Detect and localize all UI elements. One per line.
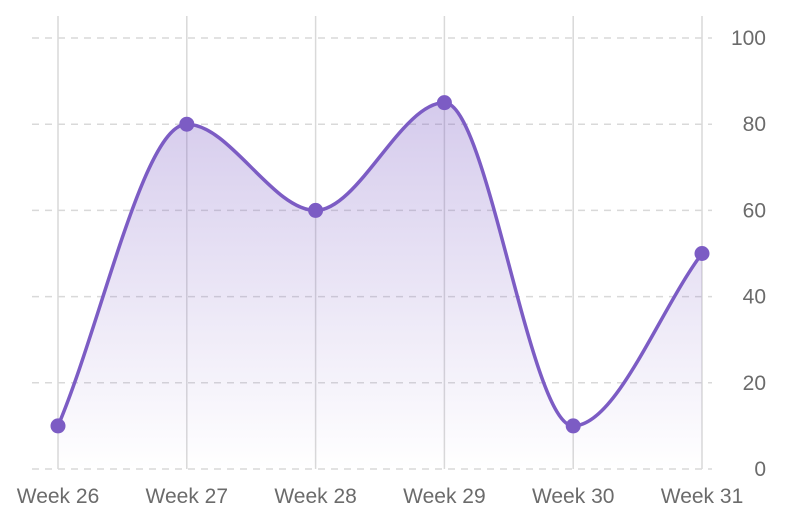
x-tick-label: Week 31 [661,485,744,508]
y-tick-label: 40 [743,286,766,309]
series-line [56,100,704,428]
data-points [50,95,710,434]
y-axis-ticks: 0 20 40 60 80 100 [731,27,766,481]
data-point[interactable] [694,246,710,261]
data-point[interactable] [308,202,324,218]
y-tick-label: 80 [743,113,766,136]
x-tick-label: Week 29 [403,485,486,508]
data-point[interactable] [565,418,581,434]
y-tick-label: 20 [743,372,766,395]
series-line-layer [56,100,704,428]
y-tick-label: 100 [731,27,766,50]
data-point[interactable] [436,95,452,111]
x-tick-label: Week 30 [532,485,615,508]
x-tick-label: Week 26 [17,485,100,508]
data-point[interactable] [50,418,66,434]
x-tick-label: Week 27 [146,485,229,508]
data-point[interactable] [179,116,195,132]
y-tick-label: 60 [743,199,766,222]
y-tick-label: 0 [754,458,766,481]
x-axis-ticks: Week 26 Week 27 Week 28 Week 29 Week 30 Week … [17,485,744,508]
x-tick-label: Week 28 [274,485,357,508]
